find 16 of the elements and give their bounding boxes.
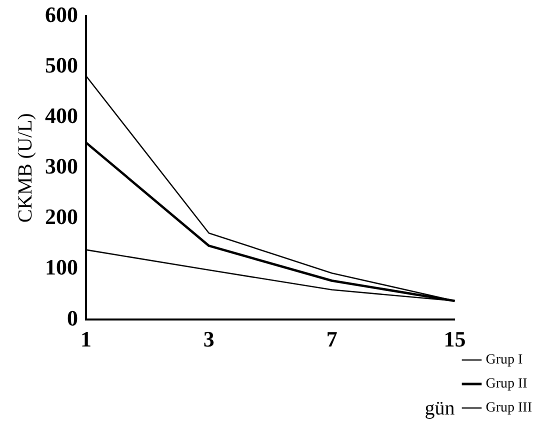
x-tick-label: 3 <box>203 326 214 352</box>
y-tick-label: 0 <box>67 305 78 330</box>
legend-label: Grup I <box>486 352 524 368</box>
x-tick-label: 7 <box>326 326 338 352</box>
x-axis-title: gün <box>424 397 455 420</box>
x-tick-label: 15 <box>444 326 466 352</box>
y-tick-label: 400 <box>45 103 78 128</box>
y-tick-label: 500 <box>45 52 78 78</box>
y-tick-label: 100 <box>45 254 78 280</box>
y-axis-title: CKMB (U/L) <box>14 113 36 223</box>
legend-label: Grup III <box>486 400 532 416</box>
x-tick-label: 1 <box>80 326 92 352</box>
y-tick-label: 200 <box>45 204 78 230</box>
legend-label: Grup II <box>486 376 528 392</box>
y-tick-label: 300 <box>45 154 78 179</box>
y-tick-label: 600 <box>45 2 78 27</box>
